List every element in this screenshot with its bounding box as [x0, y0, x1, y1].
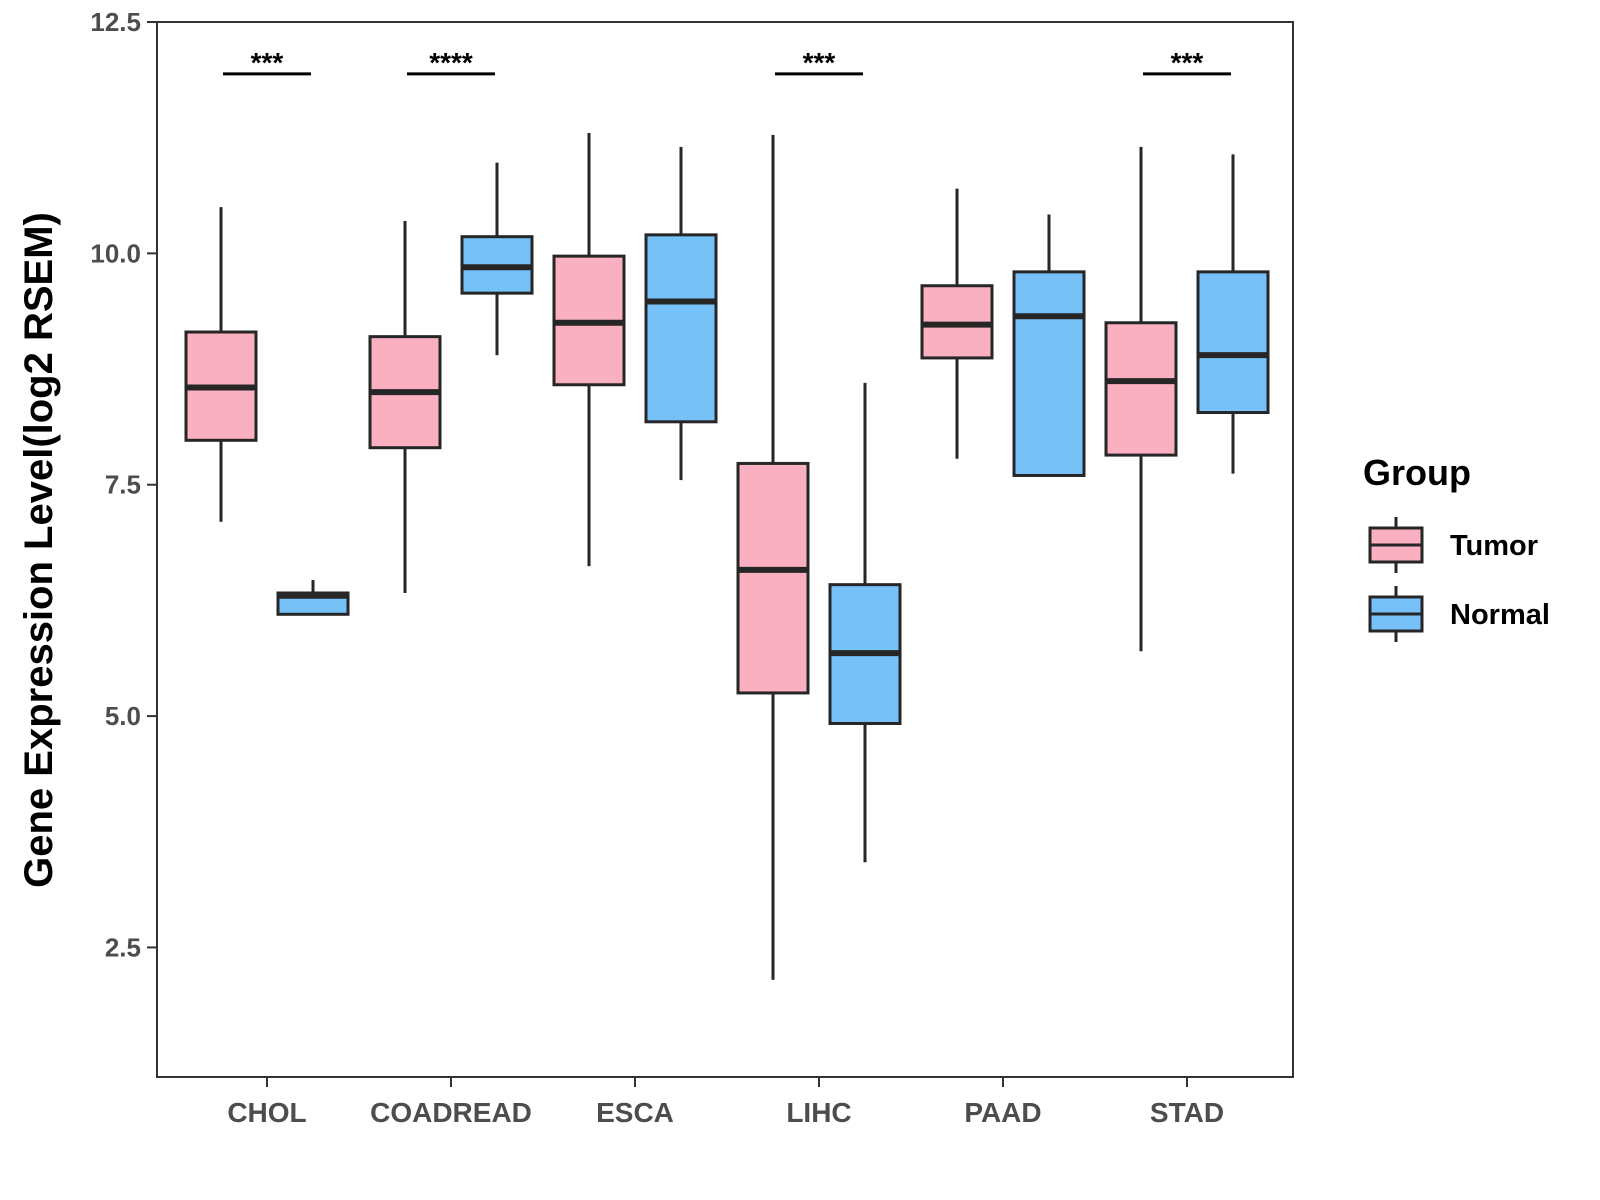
y-tick-label: 12.5 [90, 7, 141, 37]
legend-label: Normal [1450, 599, 1550, 631]
significance-label: **** [429, 47, 473, 78]
box-normal-stad [1196, 154, 1270, 474]
y-axis-title: Gene Expression Level(log2 RSEM) [17, 212, 61, 888]
x-tick-label: ESCA [596, 1097, 674, 1128]
box-normal-coadread [460, 162, 534, 356]
legend: Group Tumor Normal [1363, 452, 1550, 642]
y-tick-label: 5.0 [105, 701, 141, 731]
box-tumor-coadread [368, 220, 442, 593]
x-tick-label: LIHC [786, 1097, 851, 1128]
box-normal-lihc [828, 382, 902, 863]
box-normal-esca [644, 146, 718, 481]
y-tick-label: 7.5 [105, 470, 141, 500]
x-axis: CHOL COADREAD ESCA LIHC PAAD STAD [227, 1077, 1224, 1128]
box-normal-paad [1012, 214, 1086, 477]
box-body [644, 233, 718, 424]
significance-annotations: *** **** *** *** [223, 47, 1231, 78]
x-tick-label: COADREAD [370, 1097, 532, 1128]
y-axis: 2.5 5.0 7.5 10.0 12.5 [90, 7, 157, 962]
y-tick-label: 10.0 [90, 238, 141, 268]
box-tumor-esca [552, 133, 626, 567]
box-tumor-chol [184, 207, 258, 522]
box-tumor-stad [1104, 146, 1178, 652]
legend-title: Group [1363, 452, 1471, 493]
box-body [736, 461, 810, 695]
y-tick-label: 2.5 [105, 932, 141, 962]
plot-panel [156, 21, 1294, 1078]
box-tumor-paad [920, 188, 994, 459]
legend-entry-normal: Normal [1368, 586, 1550, 642]
box-series [184, 133, 1270, 980]
x-tick-label: CHOL [227, 1097, 306, 1128]
box-body [1196, 270, 1270, 415]
significance-label: *** [251, 47, 284, 78]
box-tumor-lihc [736, 134, 810, 980]
box-normal-chol [276, 580, 350, 616]
x-tick-label: PAAD [964, 1097, 1041, 1128]
legend-label: Tumor [1450, 530, 1538, 562]
x-tick-label: STAD [1150, 1097, 1224, 1128]
box-body [1104, 321, 1178, 457]
significance-label: *** [1171, 47, 1204, 78]
significance-label: *** [803, 47, 836, 78]
legend-entry-tumor: Tumor [1368, 517, 1538, 573]
box-body [1012, 270, 1086, 477]
